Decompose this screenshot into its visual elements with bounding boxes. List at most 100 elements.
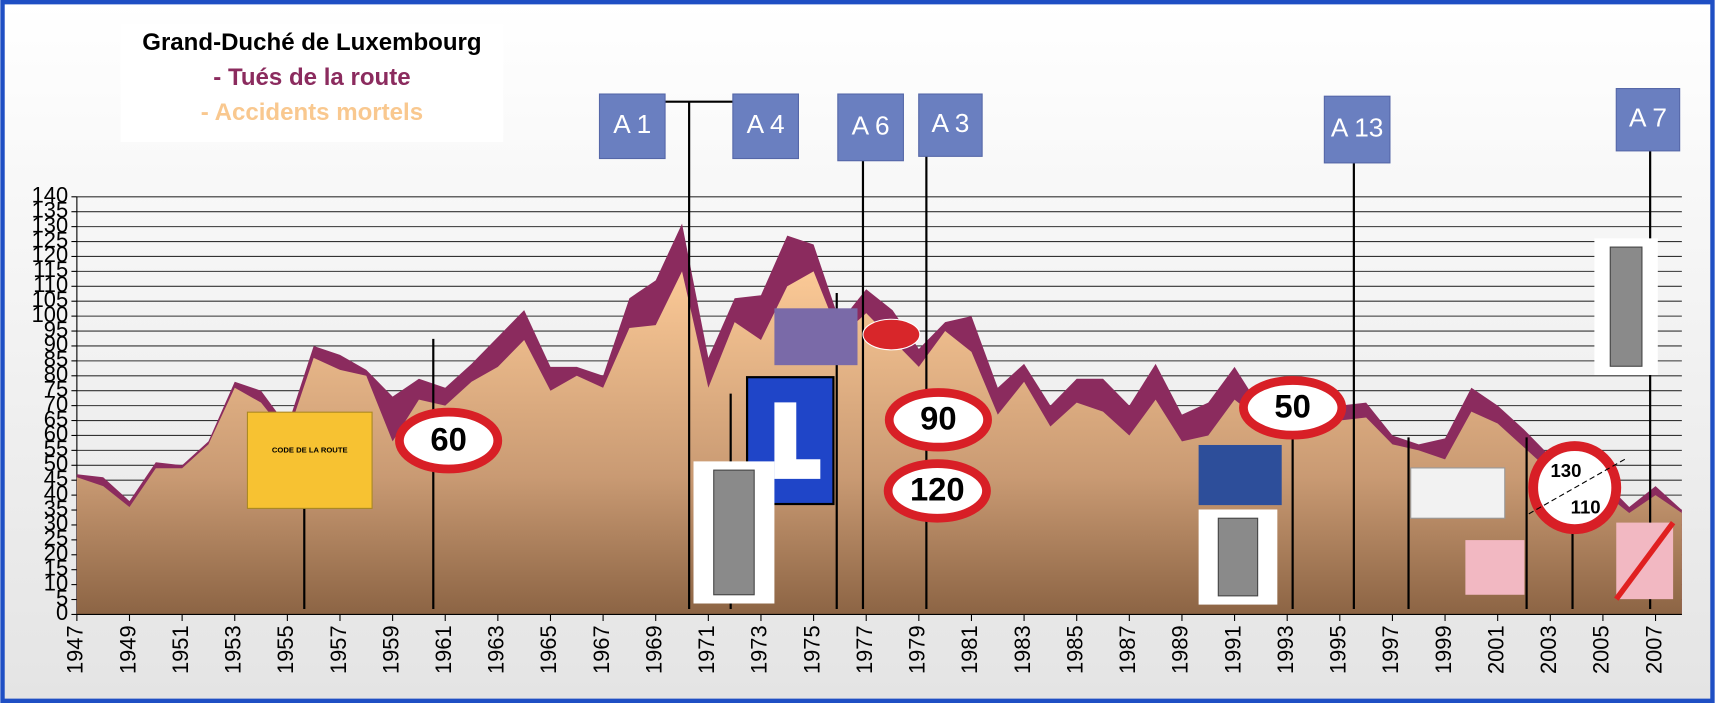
y-tick-label: 55 bbox=[44, 436, 68, 461]
annotation: A 1 bbox=[613, 109, 651, 139]
annotation: 50 bbox=[1274, 388, 1310, 425]
y-tick-label: 60 bbox=[44, 421, 68, 446]
y-tick-label: 45 bbox=[44, 466, 68, 491]
y-tick-label: 35 bbox=[44, 496, 68, 521]
y-tick-label: 120 bbox=[32, 242, 68, 267]
x-tick-label: 1967 bbox=[589, 625, 614, 674]
y-tick-label: 105 bbox=[32, 287, 68, 312]
annotation: 60 bbox=[430, 420, 466, 457]
x-tick-label: 1955 bbox=[273, 625, 298, 674]
speed-sign bbox=[1239, 376, 1347, 440]
motorway-box bbox=[1615, 88, 1681, 152]
y-tick-label: 125 bbox=[32, 227, 68, 252]
y-tick-label: 90 bbox=[44, 332, 68, 357]
y-tick-label: 25 bbox=[44, 526, 68, 551]
x-tick-label: 2005 bbox=[1589, 625, 1614, 674]
x-tick-label: 1949 bbox=[115, 625, 140, 674]
annotation: A 13 bbox=[1331, 112, 1384, 142]
x-tick-label: 1981 bbox=[957, 625, 982, 674]
cross bbox=[1614, 520, 1676, 601]
y-tick-label: 110 bbox=[33, 272, 68, 297]
x-tick-label: 1993 bbox=[1273, 625, 1298, 674]
annotation: CODE DE LA ROUTE bbox=[272, 445, 348, 454]
speed-sign bbox=[395, 407, 503, 474]
x-tick-label: 1957 bbox=[326, 625, 351, 674]
x-tick-label: 1965 bbox=[536, 625, 561, 674]
motorway-box bbox=[732, 93, 800, 160]
annotation: 90 bbox=[920, 400, 956, 437]
y-tick-label: 115 bbox=[33, 257, 68, 282]
motorway-box bbox=[918, 93, 983, 157]
x-tick-label: 1997 bbox=[1378, 625, 1403, 674]
y-tick-label: 95 bbox=[44, 317, 68, 342]
device bbox=[1609, 246, 1643, 367]
annotation: A 3 bbox=[931, 108, 969, 138]
y-tick-label: 40 bbox=[44, 481, 68, 506]
x-tick-label: 1999 bbox=[1431, 625, 1456, 674]
speed-sign bbox=[884, 388, 992, 452]
speed-sign bbox=[883, 459, 991, 523]
area bbox=[76, 271, 1682, 615]
y-tick-label: 5 bbox=[56, 585, 68, 610]
annotation: 120 bbox=[910, 471, 965, 508]
x-tick-label: 1971 bbox=[694, 625, 719, 674]
y-tick-label: 20 bbox=[44, 541, 68, 566]
motorway-box bbox=[1323, 95, 1391, 164]
y-tick-label: 10 bbox=[44, 570, 68, 595]
x-tick-label: 1975 bbox=[799, 625, 824, 674]
device bbox=[713, 469, 755, 596]
device bbox=[1217, 517, 1259, 597]
annotation: A 4 bbox=[747, 109, 785, 139]
y-tick-label: 70 bbox=[44, 391, 68, 416]
x-tick-label: 1987 bbox=[1115, 625, 1140, 674]
x-tick-label: 1989 bbox=[1168, 625, 1193, 674]
chart-title: Grand-Duché de Luxembourg bbox=[142, 29, 481, 56]
x-tick-label: 1947 bbox=[63, 625, 88, 674]
legend-entry: - Accidents mortels bbox=[201, 99, 423, 126]
code-book bbox=[246, 411, 373, 509]
x-tick-label: 1983 bbox=[1010, 625, 1035, 674]
y-tick-label: 75 bbox=[44, 376, 68, 401]
x-tick-label: 1977 bbox=[852, 625, 877, 674]
motorway-box bbox=[598, 93, 666, 160]
legend-entry: - Tués de la route bbox=[213, 64, 410, 91]
annotation: 130 bbox=[1550, 460, 1581, 481]
y-tick-label: 30 bbox=[44, 511, 68, 536]
x-tick-label: 1959 bbox=[378, 625, 403, 674]
y-tick-label: 0 bbox=[56, 600, 68, 625]
y-tick-label: 50 bbox=[44, 451, 68, 476]
helmet bbox=[862, 318, 921, 351]
l-letter bbox=[774, 402, 821, 479]
licence bbox=[1465, 540, 1525, 595]
x-tick-label: 1991 bbox=[1220, 625, 1245, 674]
y-tick-label: 85 bbox=[44, 347, 68, 372]
motorway-box bbox=[837, 93, 904, 162]
x-tick-label: 1951 bbox=[168, 625, 193, 674]
x-tick-label: 1963 bbox=[484, 625, 509, 674]
x-tick-label: 1979 bbox=[905, 625, 930, 674]
y-tick-label: 100 bbox=[32, 302, 68, 327]
x-tick-label: 1985 bbox=[1062, 625, 1087, 674]
seat-photo bbox=[1198, 444, 1282, 506]
y-tick-label: 140 bbox=[32, 183, 68, 208]
x-tick-label: 1961 bbox=[431, 625, 456, 674]
y-tick-label: 15 bbox=[44, 555, 68, 580]
x-tick-label: 1973 bbox=[747, 625, 772, 674]
y-tick-label: 130 bbox=[32, 212, 68, 237]
divider bbox=[1528, 458, 1626, 515]
y-tick-label: 135 bbox=[32, 197, 68, 222]
title-box bbox=[120, 24, 504, 143]
annotation: A 6 bbox=[852, 110, 890, 140]
x-tick-label: 2003 bbox=[1536, 625, 1561, 674]
x-tick-label: 1953 bbox=[221, 625, 246, 674]
x-tick-label: 2001 bbox=[1483, 625, 1508, 674]
x-tick-label: 2007 bbox=[1641, 625, 1666, 674]
photo bbox=[774, 308, 858, 366]
x-tick-label: 1995 bbox=[1326, 625, 1351, 674]
y-tick-label: 80 bbox=[44, 362, 68, 387]
x-tick-label: 1969 bbox=[642, 625, 667, 674]
annotation: A 7 bbox=[1629, 103, 1667, 133]
y-tick-label: 65 bbox=[44, 406, 68, 431]
